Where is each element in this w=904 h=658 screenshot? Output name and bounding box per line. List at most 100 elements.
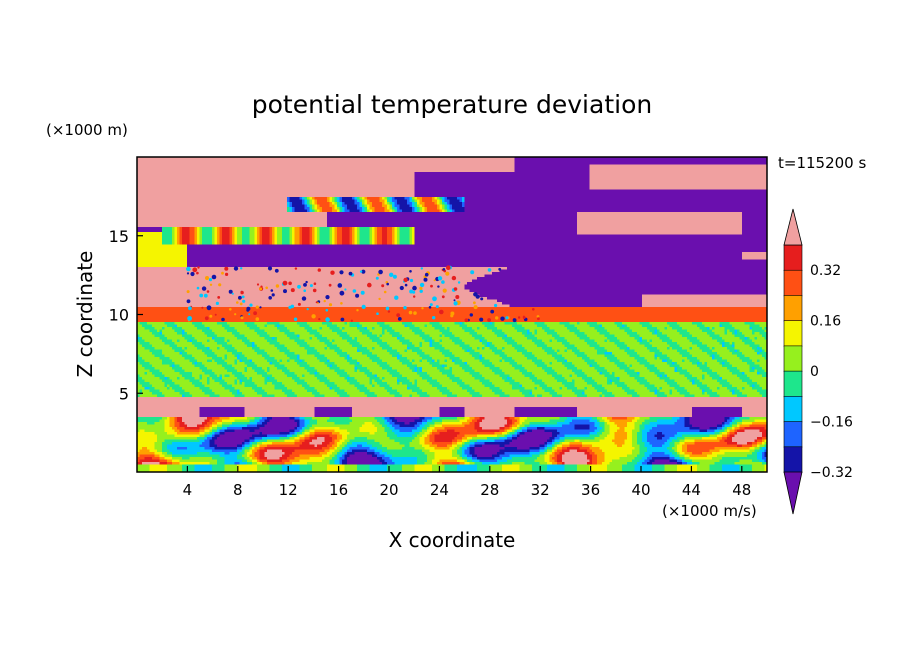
- field-cell-run: [697, 357, 713, 361]
- field-cell-run: [234, 334, 246, 338]
- field-cell-run: [254, 349, 266, 353]
- field-cell-run: [262, 229, 271, 233]
- field-cell-run: [504, 392, 523, 396]
- field-cell-run: [162, 229, 173, 233]
- field-cell-run: [352, 197, 356, 201]
- field-cell-run: [414, 437, 421, 441]
- field-cell-run: [559, 387, 563, 391]
- field-speckle: [378, 297, 381, 301]
- field-cell-run: [649, 382, 668, 386]
- field-cell-run: [432, 377, 451, 381]
- field-cell-run: [352, 237, 356, 241]
- field-cell-run: [182, 227, 191, 231]
- field-cell-run: [397, 242, 401, 246]
- field-cell-run: [182, 352, 188, 356]
- field-cell-run: [294, 419, 301, 423]
- field-cell-run: [149, 342, 166, 346]
- field-cell-run: [197, 362, 203, 366]
- field-cell-run: [452, 392, 471, 396]
- field-cell-run: [272, 337, 276, 341]
- field-cell-run: [719, 459, 741, 463]
- field-cell-run: [202, 369, 213, 373]
- field-speckle: [240, 316, 244, 320]
- field-cell-run: [294, 417, 301, 421]
- field-cell-run: [334, 239, 338, 243]
- field-cell-run: [667, 327, 673, 331]
- field-cell-run: [264, 452, 286, 456]
- field-cell-run: [164, 377, 168, 381]
- field-cell-run: [757, 347, 761, 351]
- field-cell-run: [342, 337, 353, 341]
- field-cell-run: [337, 352, 348, 356]
- field-cell-run: [154, 367, 173, 371]
- field-cell-run: [247, 462, 253, 466]
- field-cell-run: [552, 354, 563, 358]
- field-cell-run: [759, 392, 767, 396]
- field-cell-run: [457, 439, 463, 443]
- field-cell-run: [377, 342, 388, 346]
- field-cell-run: [352, 419, 378, 423]
- field-cell-run: [669, 454, 676, 458]
- field-cell-run: [549, 437, 556, 441]
- field-cell-run: [349, 242, 353, 246]
- field-cell-run: [384, 429, 393, 433]
- field-cell-run: [752, 339, 767, 343]
- field-cell-run: [282, 459, 291, 463]
- field-cell-run: [357, 369, 361, 373]
- field-cell-run: [532, 372, 548, 376]
- field-cell-run: [144, 339, 163, 343]
- field-cell-run: [572, 389, 586, 393]
- field-cell-run: [419, 327, 436, 331]
- field-cell-run: [137, 242, 163, 246]
- field-cell-run: [374, 347, 383, 351]
- field-cell-run: [632, 449, 641, 453]
- field-cell-run: [669, 384, 681, 388]
- field-cell-run: [234, 234, 238, 238]
- field-cell-run: [169, 419, 176, 423]
- field-cell-run: [419, 367, 423, 371]
- field-cell-run: [262, 442, 273, 446]
- field-cell-run: [137, 277, 478, 281]
- field-cell-run: [362, 207, 366, 211]
- field-speckle: [453, 301, 458, 306]
- field-cell-run: [689, 379, 693, 383]
- field-cell-run: [549, 327, 568, 331]
- field-cell-run: [609, 372, 613, 376]
- field-cell-run: [579, 329, 598, 333]
- field-cell-run: [629, 364, 633, 368]
- field-cell-run: [444, 469, 458, 472]
- field-cell-run: [409, 379, 416, 383]
- field-cell-run: [604, 452, 633, 456]
- field-cell-run: [232, 237, 236, 241]
- field-cell-run: [704, 377, 713, 381]
- field-cell-run: [252, 387, 263, 391]
- field-cell-run: [539, 462, 548, 466]
- field-cell-run: [744, 429, 761, 433]
- field-cell-run: [417, 392, 428, 396]
- field-cell-run: [252, 344, 256, 348]
- field-cell-run: [694, 394, 711, 398]
- field-cell-run: [207, 334, 218, 338]
- field-cell-run: [712, 369, 731, 373]
- field-cell-run: [719, 382, 731, 386]
- field-cell-run: [599, 344, 618, 348]
- field-cell-run: [524, 387, 536, 391]
- field-cell-run: [469, 349, 476, 353]
- field-cell-run: [347, 207, 358, 211]
- field-cell-run: [552, 387, 561, 391]
- field-cell-run: [257, 234, 261, 238]
- field-cell-run: [637, 392, 656, 396]
- field-cell-run: [507, 429, 513, 433]
- field-cell-run: [279, 324, 286, 328]
- field-cell-run: [329, 442, 336, 446]
- field-cell-run: [352, 239, 356, 243]
- field-cell-run: [704, 389, 713, 393]
- field-cell-run: [417, 372, 428, 376]
- field-cell-run: [674, 362, 678, 366]
- field-cell-run: [357, 379, 371, 383]
- field-cell-run: [202, 349, 213, 353]
- field-cell-run: [669, 344, 681, 348]
- field-cell-run: [454, 334, 473, 338]
- field-cell-run: [689, 454, 708, 458]
- field-cell-run: [204, 344, 223, 348]
